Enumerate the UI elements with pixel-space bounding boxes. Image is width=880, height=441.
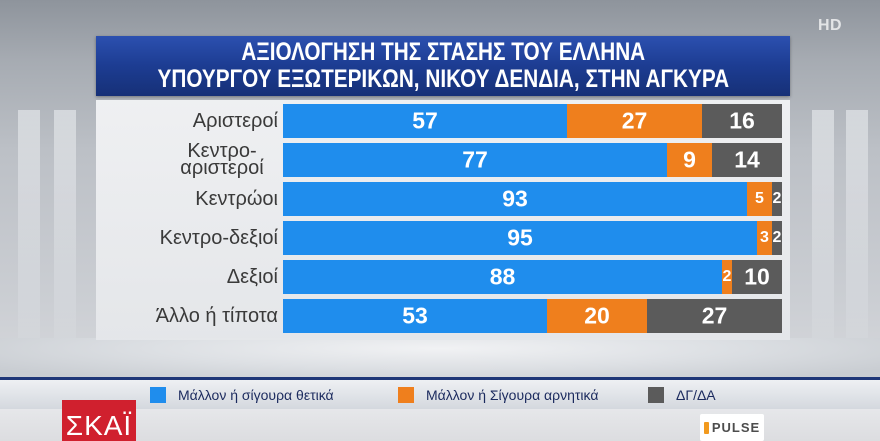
chart-plot-area: Αριστεροί 57 27 16 Κεντρο-αριστεροί 77 9 14 Κεντ… [96,100,790,340]
data-label: 27 [621,107,648,134]
data-label: 57 [412,107,438,134]
data-label: 2 [772,190,782,207]
category-label-text: Κεντρο-αριστεροί [180,140,264,179]
stacked-bar: 88 2 10 [283,260,782,294]
chart-title-text: ΑΞΙΟΛΟΓΗΣΗ ΤΗΣ ΣΤΑΣΗΣ ΤΟΥ ΕΛΛΗΝΑ [241,38,645,66]
bar-segment-positive: 77 [283,143,667,177]
data-label: 77 [462,146,488,173]
bar-segment-negative: 5 [747,182,772,216]
legend-item-dkda: ΔΓ/ΔΑ [648,380,716,409]
bar-segment-dkda: 14 [712,143,782,177]
bar-segment-positive: 53 [283,299,547,333]
data-label: 53 [402,302,428,329]
chart-row: Κεντρώοι 93 5 2 [96,182,790,216]
legend-label-positive: Μάλλον ή σίγουρα θετικά [178,386,334,403]
legend-swatch-dkda [648,386,664,403]
studio-backdrop-column [18,110,40,340]
pollster-logo: PULSE [700,414,764,441]
legend-item-positive: Μάλλον ή σίγουρα θετικά [150,380,334,409]
bar-segment-dkda: 2 [772,182,782,216]
data-label: 10 [744,263,770,290]
chart-row: Αριστεροί 57 27 16 [96,104,790,138]
studio-floor [0,338,880,380]
bar-segment-negative: 3 [757,221,772,255]
stacked-bar: 57 27 16 [283,104,782,138]
data-label: 16 [729,107,755,134]
legend: Μάλλον ή σίγουρα θετικά Μάλλον ή Σίγουρα… [0,377,880,409]
chart-title-text: ΥΠΟΥΡΓΟΥ ΕΞΩΤΕΡΙΚΩΝ, ΝΙΚΟΥ ΔΕΝΔΙΑ, ΣΤΗΝ … [157,65,729,93]
data-label: 2 [772,229,782,246]
category-tick-label: Κεντρο-δεξιοί [96,221,278,255]
category-label-text: Άλλο ή τίποτα [155,304,278,327]
legend-label-dkda: ΔΓ/ΔΑ [676,386,716,403]
legend-swatch-positive [150,386,166,403]
bar-segment-dkda: 16 [702,104,782,138]
data-label: 88 [489,263,516,290]
studio-backdrop-column [812,110,834,340]
stacked-bar: 53 20 27 [283,299,782,333]
category-label-text: Κεντρώοι [195,187,278,210]
category-label-text: Κεντρο-δεξιοί [159,226,278,249]
bar-segment-negative: 2 [722,260,732,294]
chart-title-line: ΑΞΙΟΛΟΓΗΣΗ ΤΗΣ ΣΤΑΣΗΣ ΤΟΥ ΕΛΛΗΝΑ [96,39,790,66]
category-label-text: Δεξιοί [226,265,278,288]
chart-row: Κεντρο-δεξιοί 95 3 2 [96,221,790,255]
category-label-text: Αριστεροί [192,109,278,132]
channel-logo: ΣΚΑΪ [62,400,136,441]
channel-logo-text: ΣΚΑΪ [65,410,133,441]
chart-row: Δεξιοί 88 2 10 [96,260,790,294]
stacked-bar: 77 9 14 [283,143,782,177]
legend-item-negative: Μάλλον ή Σίγουρα αρνητικά [398,380,598,409]
category-tick-label: Κεντρο-αριστεροί [96,140,278,179]
data-label: 20 [584,302,610,329]
stacked-bar: 93 5 2 [283,182,782,216]
data-label: 27 [701,302,728,329]
chart-row: Κεντρο-αριστεροί 77 9 14 [96,140,790,179]
category-tick-label: Κεντρώοι [96,182,278,216]
studio-backdrop-column [54,110,76,340]
bar-segment-positive: 88 [283,260,722,294]
category-tick-label: Δεξιοί [96,260,278,294]
pollster-logo-text: PULSE [711,420,761,435]
bar-segment-dkda: 10 [732,260,782,294]
data-label: 9 [683,146,696,173]
bar-segment-dkda: 27 [647,299,782,333]
legend-label-negative: Μάλλον ή Σίγουρα αρνητικά [426,386,599,403]
data-label: 14 [734,146,760,173]
category-tick-label: Αριστεροί [96,104,278,138]
data-label: 93 [502,185,528,212]
bar-segment-positive: 95 [283,221,757,255]
chart-title-line: ΥΠΟΥΡΓΟΥ ΕΞΩΤΕΡΙΚΩΝ, ΝΙΚΟΥ ΔΕΝΔΙΑ, ΣΤΗΝ … [96,66,790,93]
data-label: 95 [507,224,533,251]
pollster-logo-mark [703,421,709,434]
data-label: 2 [722,268,732,285]
bar-segment-negative: 20 [547,299,647,333]
bar-segment-positive: 93 [283,182,747,216]
studio-backdrop-column [846,110,868,340]
chart-row: Άλλο ή τίποτα 53 20 27 [96,299,790,333]
stacked-bar: 95 3 2 [283,221,782,255]
bar-segment-positive: 57 [283,104,567,138]
data-label: 5 [755,190,764,207]
data-label: 3 [760,229,769,246]
bar-segment-negative: 9 [667,143,712,177]
legend-swatch-negative [398,386,414,403]
hd-badge: HD [818,17,843,34]
category-tick-label: Άλλο ή τίποτα [96,299,278,333]
bar-segment-dkda: 2 [772,221,782,255]
chart-title-banner: ΑΞΙΟΛΟΓΗΣΗ ΤΗΣ ΣΤΑΣΗΣ ΤΟΥ ΕΛΛΗΝΑ ΥΠΟΥΡΓΟ… [96,36,790,96]
bar-segment-negative: 27 [567,104,702,138]
